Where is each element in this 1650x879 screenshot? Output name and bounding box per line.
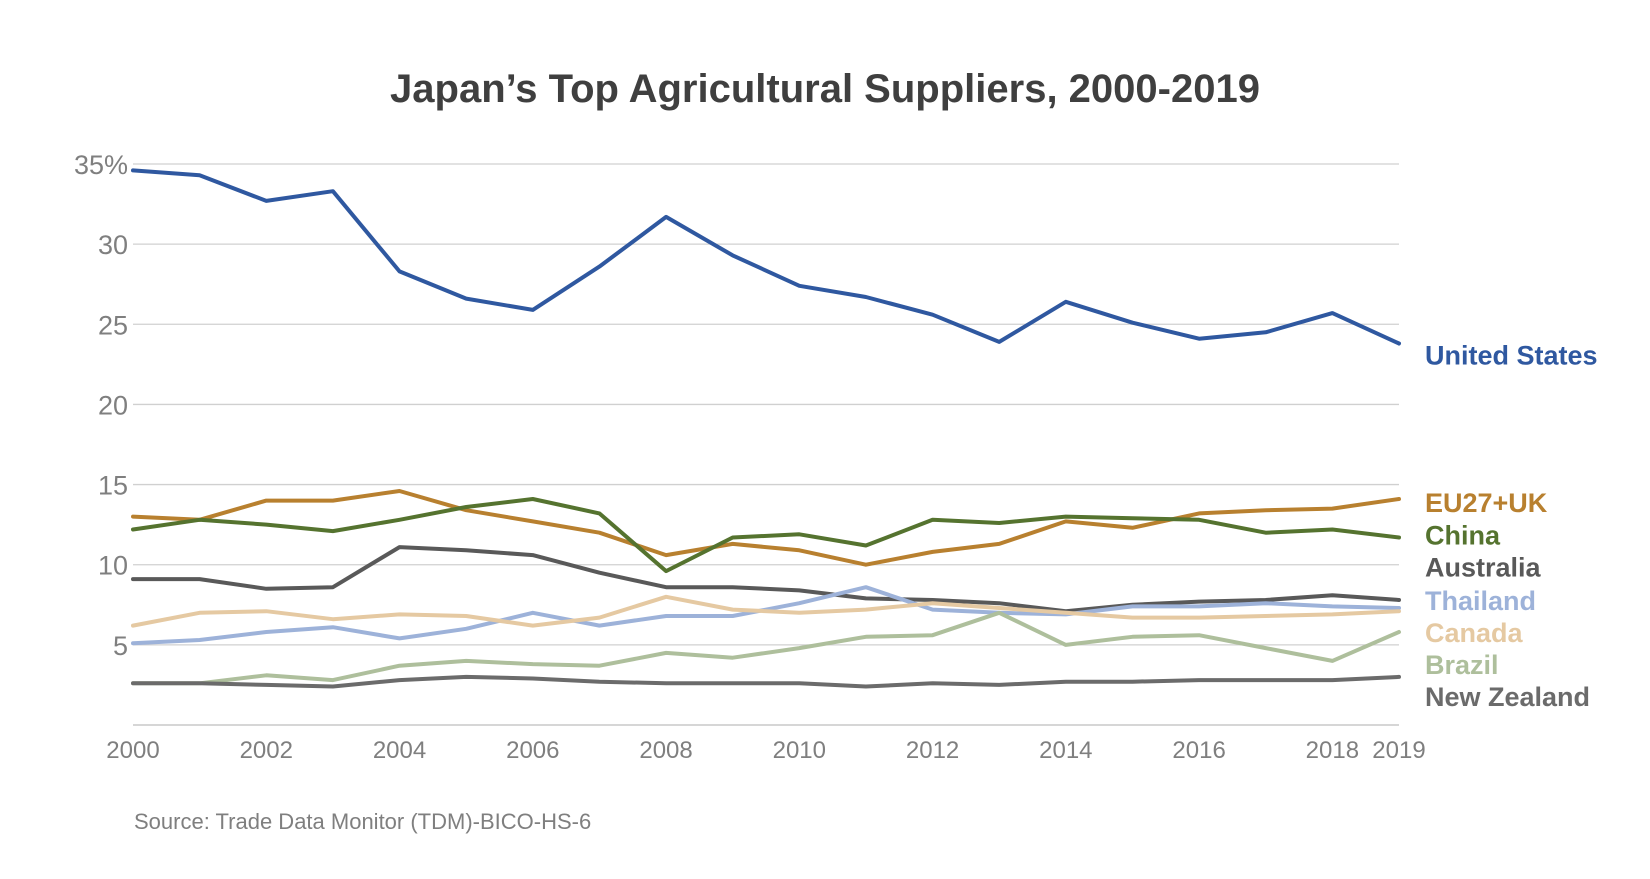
x-tick-label: 2016	[1172, 737, 1225, 764]
x-tick-label: 2006	[506, 737, 559, 764]
series-label-new-zealand: New Zealand	[1425, 682, 1590, 712]
series-label-united-states: United States	[1425, 341, 1598, 371]
y-tick-label: 20	[98, 390, 128, 420]
y-tick-label: 30	[98, 230, 128, 260]
series-label-china: China	[1425, 520, 1501, 550]
x-tick-label: 2010	[773, 737, 826, 764]
y-tick-label: 10	[98, 551, 128, 581]
x-tick-label: 2018	[1306, 737, 1359, 764]
series-label-canada: Canada	[1425, 618, 1524, 648]
chart-title: Japan’s Top Agricultural Suppliers, 2000…	[390, 67, 1260, 111]
x-tick-label: 2014	[1039, 737, 1092, 764]
x-tick-label: 2008	[639, 737, 692, 764]
y-axis-ticks: 35% 30 25 20 15 10 5	[74, 150, 128, 661]
y-tick-label: 35%	[74, 150, 128, 180]
series-line-china	[131, 497, 1401, 574]
series-label-thailand: Thailand	[1425, 586, 1536, 616]
x-axis-ticks: 2000 2002 2004 2006 2008 2010 2012 2014 2016 2018…	[106, 737, 1425, 764]
series-label-australia: Australia	[1425, 552, 1542, 582]
series-line-thailand	[131, 585, 1401, 646]
series-label-brazil: Brazil	[1425, 650, 1499, 680]
series-line-brazil	[131, 610, 1401, 686]
y-tick-label: 15	[98, 471, 128, 501]
series-lines	[131, 168, 1401, 689]
series-label-eu27-uk: EU27+UK	[1425, 488, 1548, 518]
x-tick-label: 2004	[373, 737, 426, 764]
y-tick-label: 5	[113, 631, 128, 661]
x-tick-label: 2002	[240, 737, 293, 764]
series-line-canada	[131, 594, 1401, 628]
series-line-australia	[131, 545, 1401, 614]
series-line-eu27-uk	[131, 489, 1401, 567]
series-line-united-states	[131, 168, 1401, 346]
x-tick-label: 2012	[906, 737, 959, 764]
grid-lines	[133, 163, 1399, 646]
x-tick-label: 2000	[106, 737, 159, 764]
y-tick-label: 25	[98, 310, 128, 340]
x-tick-label: 2019	[1372, 737, 1425, 764]
source-note: Source: Trade Data Monitor (TDM)-BICO-HS…	[134, 809, 591, 834]
series-line-new-zealand	[131, 674, 1401, 689]
